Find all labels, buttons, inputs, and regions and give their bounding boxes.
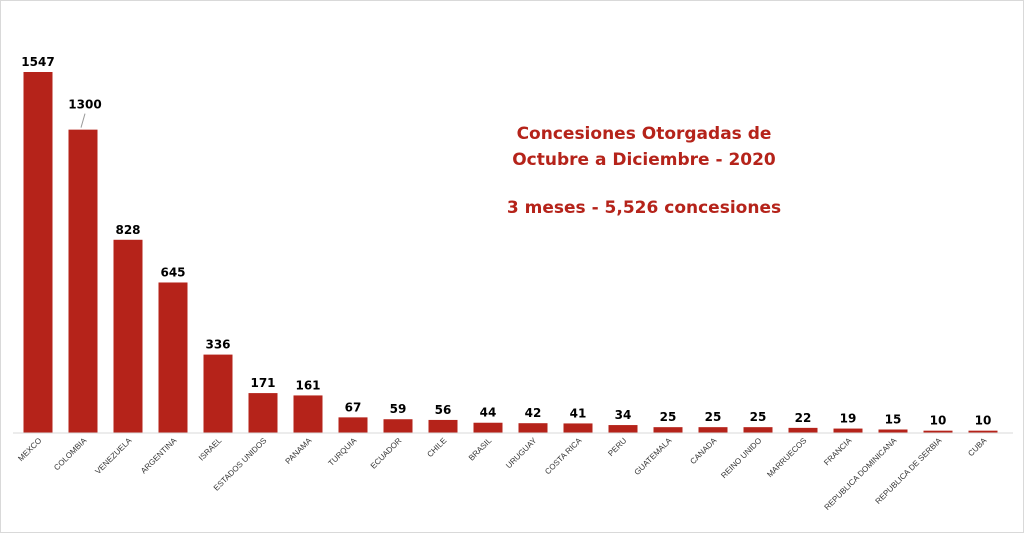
- value-label: 336: [205, 338, 230, 352]
- value-label: 645: [160, 265, 185, 279]
- value-label: 34: [615, 408, 632, 422]
- category-label: URUGUAY: [504, 436, 539, 471]
- bar: [833, 428, 863, 433]
- category-label: COLOMBIA: [52, 436, 89, 473]
- category-label: REPUBLICA DOMINICANA: [823, 436, 899, 512]
- bar: [698, 427, 728, 433]
- category-labels-group: MEXCO COLOMBIA VENEZUELA ARGENTINA ISRAELEST…: [16, 436, 989, 512]
- value-label: 59: [390, 402, 407, 416]
- value-label: 42: [525, 406, 542, 420]
- bar: [518, 423, 548, 433]
- bar: [473, 422, 503, 433]
- chart-subtitle: 3 meses - 5,526 concesiones: [507, 198, 781, 218]
- value-label: 1300: [68, 98, 101, 112]
- bar: [158, 282, 188, 433]
- category-label: ARGENTINA: [139, 436, 179, 476]
- category-label: FRANCIA: [822, 436, 854, 468]
- bar: [968, 430, 998, 433]
- bars-group: [23, 72, 998, 433]
- category-label: PANAMA: [284, 436, 314, 466]
- chart-title-line-2: Octubre a Diciembre - 2020: [512, 150, 776, 170]
- bar: [878, 429, 908, 433]
- category-label: BRASIL: [467, 436, 494, 463]
- value-label: 25: [750, 410, 767, 424]
- value-label: 10: [930, 414, 947, 428]
- bar: [68, 129, 98, 433]
- value-label: 67: [345, 400, 362, 414]
- category-label: GUATEMALA: [633, 436, 674, 477]
- bar: [203, 354, 233, 433]
- value-label: 171: [250, 376, 275, 390]
- category-label: PERU: [606, 436, 628, 458]
- bar: [293, 395, 323, 433]
- value-labels-group: 1547 1300 828 645 336 171 161 67 59 56 44 42 41 34 25 2…: [21, 55, 991, 428]
- category-label: ISRAEL: [197, 436, 224, 463]
- bar: [383, 419, 413, 433]
- category-label: REINO UNIDO: [719, 436, 763, 480]
- bar: [248, 393, 278, 433]
- value-label: 44: [480, 406, 497, 420]
- category-label: VENEZUELA: [93, 436, 133, 476]
- chart-title-line-1: Concesiones Otorgadas de: [517, 124, 772, 144]
- category-label: ECUADOR: [369, 436, 404, 471]
- value-label: 19: [840, 412, 857, 426]
- category-label: CUBA: [966, 436, 989, 459]
- category-label: MEXCO: [16, 436, 43, 463]
- bar: [743, 427, 773, 433]
- bar: [428, 419, 458, 433]
- value-label: 10: [975, 414, 992, 428]
- value-label: 56: [435, 403, 452, 417]
- category-label: CANADA: [688, 436, 718, 466]
- value-label-leader: [80, 113, 86, 128]
- bar: [113, 239, 143, 433]
- value-label: 25: [660, 410, 677, 424]
- bar: [653, 427, 683, 433]
- value-label: 15: [885, 412, 902, 426]
- category-label: MARRUECOS: [765, 436, 808, 479]
- category-label: COSTA RICA: [543, 436, 584, 477]
- value-label: 25: [705, 410, 722, 424]
- value-label: 1547: [21, 55, 54, 69]
- value-label: 828: [115, 223, 140, 237]
- value-label: 41: [570, 406, 587, 420]
- bar: [608, 425, 638, 433]
- value-label: 161: [295, 378, 320, 392]
- bar: [338, 417, 368, 433]
- bar: [23, 72, 53, 433]
- bar: [788, 427, 818, 433]
- bar: [563, 423, 593, 433]
- category-label: TURQUIA: [327, 436, 359, 468]
- value-label: 22: [795, 411, 812, 425]
- bar: [923, 430, 953, 433]
- category-label: CHILE: [425, 436, 448, 459]
